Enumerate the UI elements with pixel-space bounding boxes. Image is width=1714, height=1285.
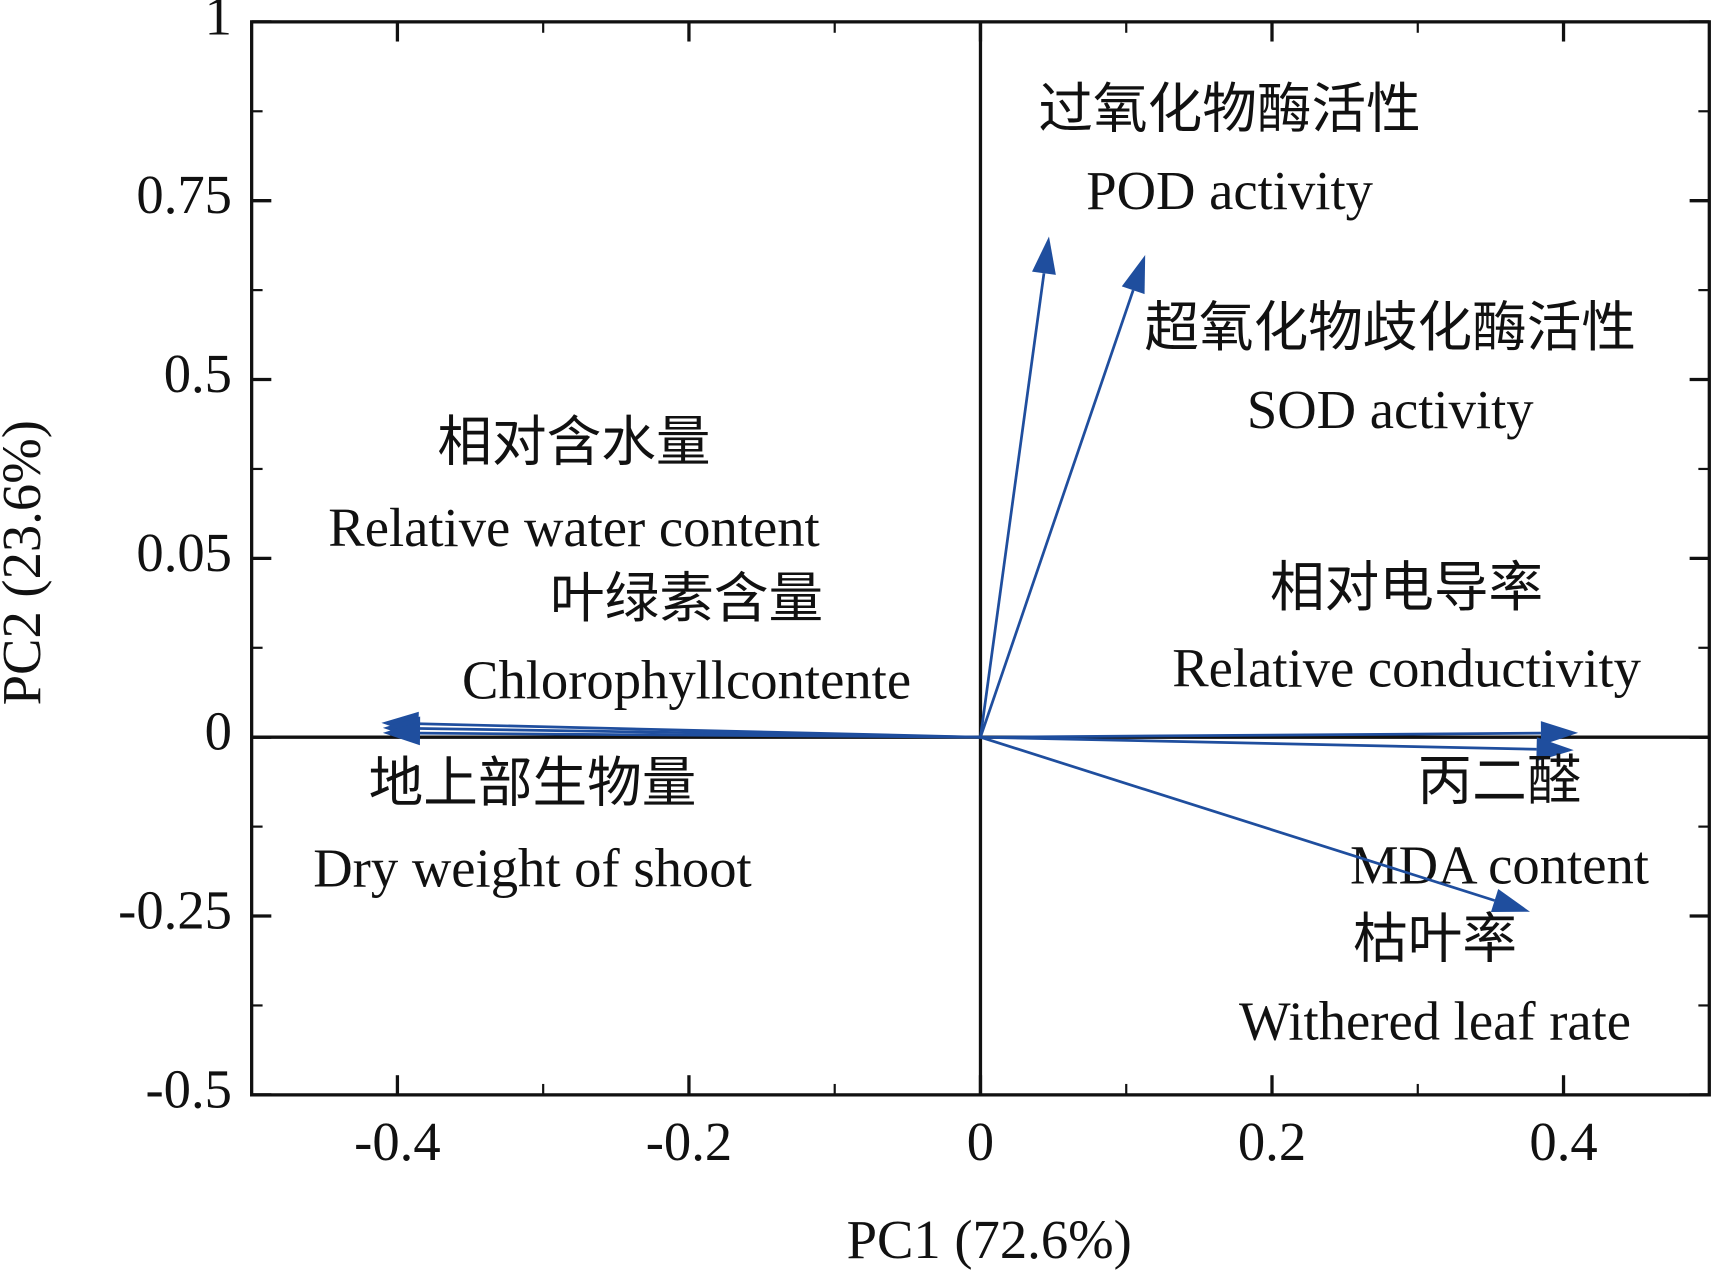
y-tick-label: -0.25: [118, 880, 232, 941]
y-axis-label: PC2 (23.6%): [0, 420, 52, 705]
vector-label-cn: 枯叶率: [1353, 909, 1517, 970]
loading-arrow: [980, 731, 1541, 739]
x-tick-label: 0: [967, 1111, 994, 1172]
vector-label-cn: 相对电导率: [1270, 557, 1543, 618]
x-tick-label: 0.4: [1529, 1111, 1597, 1172]
loading-arrow: [979, 289, 1135, 738]
x-axis-label: PC1 (72.6%): [847, 1209, 1132, 1270]
y-tick-label: -0.5: [145, 1058, 231, 1119]
vector-label-en: Withered leaf rate: [1239, 991, 1631, 1052]
arrow-head: [1032, 236, 1056, 275]
y-tick-label: 0: [205, 701, 232, 762]
y-tick-label: 0.5: [164, 343, 232, 404]
vector-label-en: POD activity: [1086, 160, 1373, 221]
vector-label-en: MDA content: [1350, 834, 1649, 895]
vector-label-cn: 超氧化物歧化酶活性: [1144, 297, 1636, 358]
vector-label-cn: 叶绿素含量: [550, 568, 823, 629]
arrow-head: [382, 721, 421, 746]
x-tick-label: -0.4: [354, 1111, 440, 1172]
vector-label-cn: 过氧化物酶活性: [1038, 78, 1420, 139]
loading-arrow: [419, 731, 981, 739]
arrow-head: [1540, 721, 1579, 746]
x-tick-label: 0.2: [1238, 1111, 1306, 1172]
arrow-head: [1536, 737, 1574, 762]
vector-label-cn: 丙二醛: [1418, 750, 1582, 811]
vector-label-en: Relative conductivity: [1172, 638, 1641, 699]
loading-arrow: [979, 273, 1046, 738]
y-tick-label: 0.05: [136, 522, 232, 583]
vector-label-en: SOD activity: [1247, 379, 1534, 440]
x-tick-label: -0.2: [646, 1111, 732, 1172]
loading-arrow: [980, 735, 1537, 751]
arrow-head: [1490, 889, 1531, 912]
vector-label-en: Dry weight of shoot: [313, 838, 751, 899]
y-tick-label: 1: [205, 0, 232, 46]
arrow-head: [1121, 255, 1146, 295]
loading-arrow: [980, 735, 1496, 902]
vector-label-cn: 地上部生物量: [369, 752, 697, 813]
y-tick-label: 0.75: [136, 164, 232, 225]
vector-label-cn: 相对含水量: [437, 412, 710, 473]
vector-label-en: Relative water content: [328, 497, 819, 558]
vector-label-en: Chlorophyllcontente: [462, 650, 911, 711]
